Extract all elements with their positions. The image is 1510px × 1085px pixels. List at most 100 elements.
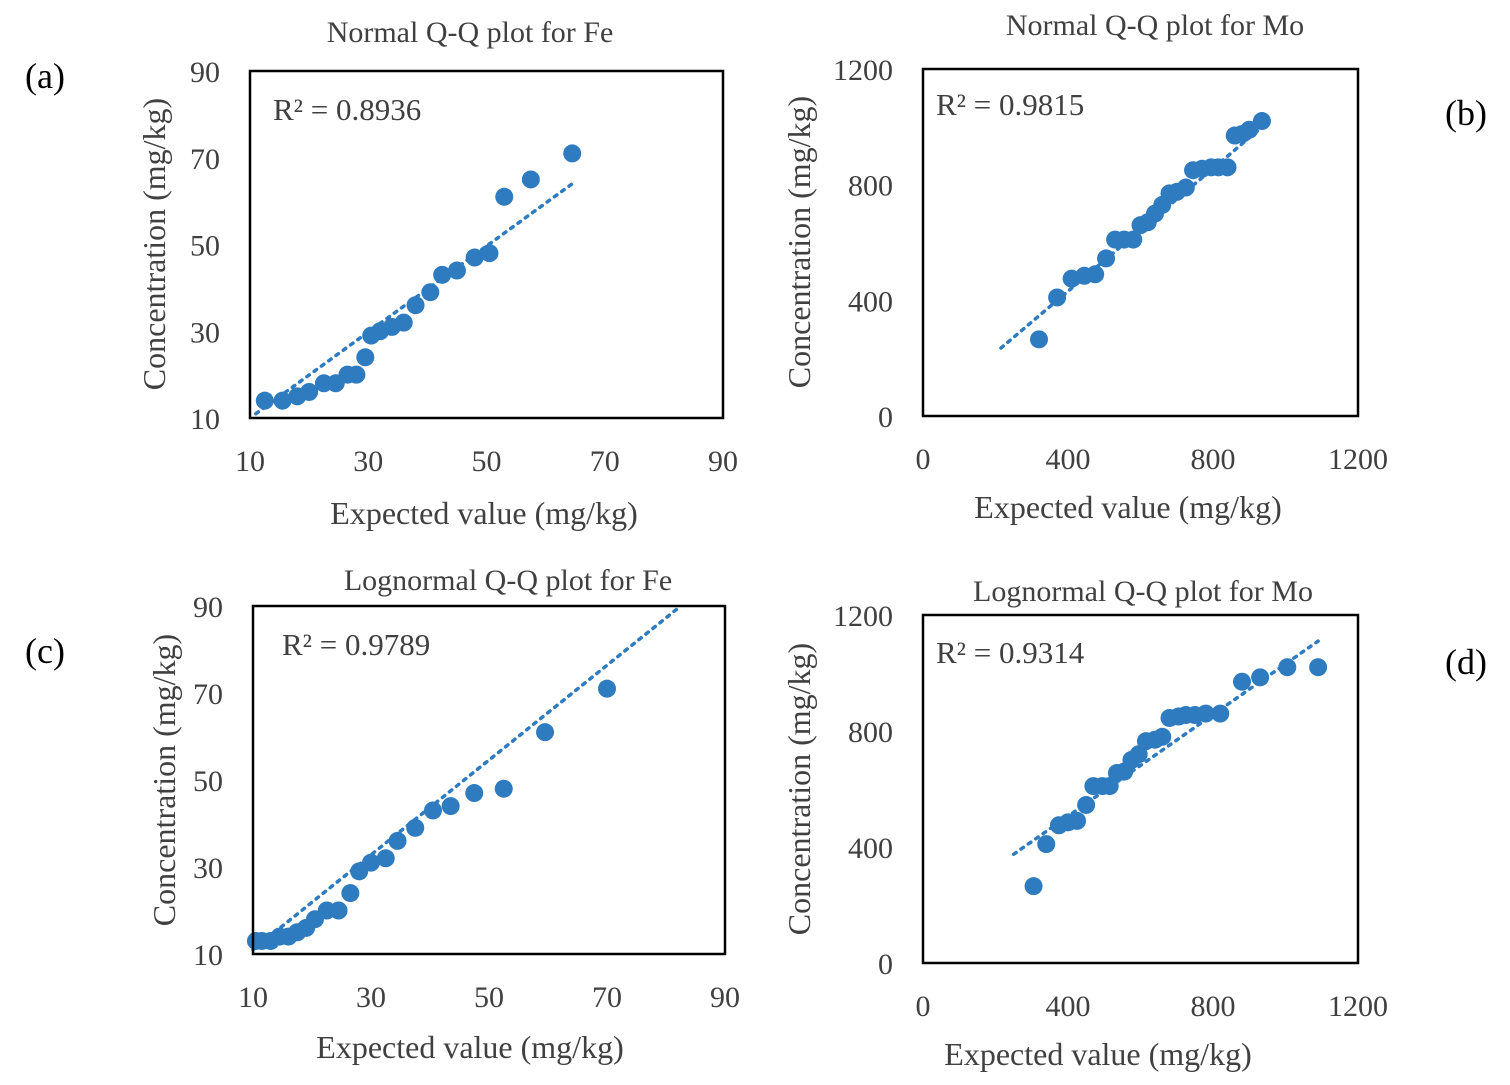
chart-b-point <box>1086 265 1105 284</box>
chart-c-point <box>536 723 555 742</box>
chart-a-point <box>495 187 514 206</box>
chart-d-xtick-label: 0 <box>916 990 931 1023</box>
chart-b-ytick-label: 800 <box>848 170 893 203</box>
chart-c-point <box>406 818 425 837</box>
chart-b-ylabel: Concentration (mg/kg) <box>781 96 817 388</box>
chart-c-r2-label: R² = 0.9789 <box>282 627 430 662</box>
chart-b-xtick-label: 0 <box>916 443 931 476</box>
chart-d-point <box>1233 672 1251 691</box>
chart-d-r2-label: R² = 0.9314 <box>936 635 1085 670</box>
chart-a-point <box>255 391 274 410</box>
chart-b-point <box>1252 112 1271 131</box>
chart-a-ytick-label: 90 <box>190 56 220 89</box>
chart-d-ytick-label: 0 <box>878 948 893 981</box>
chart-c-xtick-label: 30 <box>356 981 386 1014</box>
chart-d-xtick-label: 1200 <box>1328 990 1388 1023</box>
chart-b-point <box>1030 330 1048 349</box>
chart-d-point <box>1037 835 1056 854</box>
chart-a-point <box>356 348 375 367</box>
chart-a-point <box>273 391 292 410</box>
chart-c-trendline <box>251 604 683 952</box>
chart-b-point <box>1097 249 1116 268</box>
chart-a-point <box>347 365 366 384</box>
chart-b-xtick-label: 800 <box>1191 443 1236 476</box>
panel-label-c: (c) <box>25 631 65 671</box>
chart-d-plot-frame <box>921 613 1360 965</box>
chart-a-plot-frame <box>248 69 725 420</box>
chart-c-point <box>465 784 484 803</box>
chart-b-ytick-label: 0 <box>878 401 893 434</box>
chart-a-point <box>521 170 540 189</box>
chart-a-point <box>300 382 319 401</box>
chart-a-xtick-label: 50 <box>472 445 502 478</box>
chart-d-xlabel: Expected value (mg/kg) <box>944 1036 1251 1072</box>
chart-a-xtick-label: 10 <box>235 445 265 478</box>
chart-c-point <box>598 679 616 698</box>
chart-a-point <box>433 265 452 284</box>
chart-d-ytick-label: 1200 <box>833 600 893 633</box>
chart-b-r2-label: R² = 0.9815 <box>936 87 1084 122</box>
chart-a-point <box>480 244 499 263</box>
chart-b-point <box>1218 158 1237 177</box>
chart-d-point <box>1211 704 1230 723</box>
chart-c-xtick-label: 90 <box>710 981 740 1014</box>
chart-c-plot-frame <box>251 604 727 956</box>
chart-a-point <box>394 313 413 332</box>
chart-a-xtick-label: 30 <box>353 445 383 478</box>
chart-d-point <box>1068 811 1087 830</box>
chart-d-ylabel: Concentration (mg/kg) <box>781 643 817 935</box>
chart-b-title: Normal Q-Q plot for Mo <box>1006 9 1304 42</box>
chart-c-ytick-label: 90 <box>193 591 223 624</box>
chart-d-point <box>1153 727 1172 746</box>
chart-c-point <box>388 831 407 850</box>
chart-a-point <box>563 144 582 163</box>
chart-b-xtick-label: 1200 <box>1328 443 1388 476</box>
chart-b-point <box>1176 178 1195 197</box>
chart-b-ytick-label: 400 <box>848 285 893 318</box>
chart-c-point <box>494 779 513 798</box>
chart-c-point <box>376 849 395 868</box>
chart-c-ytick-label: 10 <box>193 939 223 972</box>
chart-c-ytick-label: 50 <box>193 765 223 798</box>
chart-c-point <box>341 884 360 903</box>
chart-a-trendline <box>254 182 574 416</box>
chart-b-point <box>1048 288 1067 307</box>
chart-a-xlabel: Expected value (mg/kg) <box>330 495 637 531</box>
chart-a-r2-label: R² = 0.8936 <box>273 92 421 127</box>
chart-c-ytick-label: 30 <box>193 852 223 885</box>
chart-a-point <box>421 283 440 302</box>
chart-d-point <box>1024 877 1043 896</box>
chart-c-xtick-label: 50 <box>474 981 504 1014</box>
chart-d-ytick-label: 800 <box>848 716 893 749</box>
chart-a-ytick-label: 30 <box>190 316 220 349</box>
chart-d-point <box>1196 704 1215 723</box>
chart-b-xlabel: Expected value (mg/kg) <box>974 489 1281 525</box>
chart-b-xtick-label: 400 <box>1046 443 1091 476</box>
chart-a-point <box>406 296 425 315</box>
panel-label-b: (b) <box>1445 93 1487 133</box>
chart-d-title: Lognormal Q-Q plot for Mo <box>973 575 1313 608</box>
chart-c-xtick-label: 10 <box>238 981 268 1014</box>
chart-c-point <box>441 797 460 816</box>
chart-a-xtick-label: 90 <box>708 445 738 478</box>
panel-label-d: (d) <box>1445 642 1487 682</box>
chart-a-title: Normal Q-Q plot for Fe <box>327 16 614 49</box>
chart-a-xtick-label: 70 <box>590 445 620 478</box>
chart-d-xtick-label: 800 <box>1191 990 1236 1023</box>
chart-d-point <box>1251 668 1270 687</box>
chart-a-ytick-label: 10 <box>190 403 220 436</box>
chart-b-ytick-label: 1200 <box>833 54 893 87</box>
chart-b-plot-frame <box>921 67 1360 418</box>
chart-d-ytick-label: 400 <box>848 832 893 865</box>
chart-c-ytick-label: 70 <box>193 678 223 711</box>
chart-c-xlabel: Expected value (mg/kg) <box>316 1029 623 1065</box>
chart-d-point <box>1278 658 1297 677</box>
chart-a-ylabel: Concentration (mg/kg) <box>136 98 172 390</box>
chart-c-xtick-label: 70 <box>592 981 622 1014</box>
chart-c-ylabel: Concentration (mg/kg) <box>146 634 182 926</box>
chart-a-point <box>465 248 484 267</box>
chart-c-point <box>423 801 442 820</box>
chart-d-xtick-label: 400 <box>1046 990 1091 1023</box>
